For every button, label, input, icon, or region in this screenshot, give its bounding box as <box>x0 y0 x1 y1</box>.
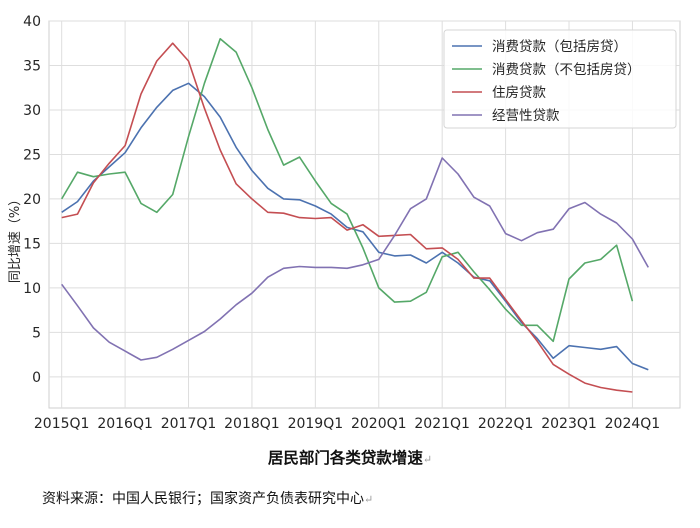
legend-label-1: 消费贷款（不包括房贷） <box>492 62 641 78</box>
y-tick-label: 15 <box>23 236 41 252</box>
x-tick-label: 2022Q1 <box>478 416 534 432</box>
x-tick-label: 2015Q1 <box>34 416 90 432</box>
x-tick-label: 2020Q1 <box>351 416 407 432</box>
y-tick-label: 30 <box>23 103 41 119</box>
series-lines <box>61 37 649 393</box>
x-tick-label: 2016Q1 <box>97 416 153 432</box>
x-tick-label: 2024Q1 <box>605 416 661 432</box>
paragraph-mark-source: ↵ <box>364 493 374 506</box>
series-line-2 <box>61 42 633 393</box>
y-axis-label: 同比增速（%） <box>8 193 23 283</box>
x-tick-label: 2018Q1 <box>224 416 280 432</box>
legend-box <box>443 29 677 129</box>
line-chart: 0 5 10 15 20 25 30 35 40 2015Q1 2016Q1 2017Q1 2018Q… <box>8 14 681 432</box>
x-tick-label: 2023Q1 <box>541 416 597 432</box>
legend-label-2: 住房贷款 <box>492 85 546 101</box>
x-axis-ticks: 2015Q1 2016Q1 2017Q1 2018Q1 2019Q1 2020Q1 2021… <box>34 416 660 432</box>
series-line-3 <box>61 157 649 361</box>
y-axis-ticks: 0 5 10 15 20 25 30 35 40 <box>23 14 41 386</box>
y-tick-label: 20 <box>23 192 41 208</box>
y-tick-label: 0 <box>32 370 41 386</box>
series-line-1 <box>61 37 634 343</box>
paragraph-mark: ↵ <box>422 453 433 466</box>
legend-label-0: 消费贷款（包括房贷） <box>492 39 627 55</box>
y-tick-label: 25 <box>23 147 41 163</box>
y-tick-label: 40 <box>23 14 41 30</box>
x-tick-label: 2021Q1 <box>414 416 470 432</box>
y-tick-label: 10 <box>23 281 41 297</box>
legend-label-3: 经营性贷款 <box>492 108 560 124</box>
figure-caption: 居民部门各类贷款增速↵ <box>0 446 700 468</box>
x-tick-label: 2019Q1 <box>288 416 344 432</box>
x-tick-label: 2017Q1 <box>161 416 217 432</box>
y-tick-label: 5 <box>32 325 41 341</box>
caption-text: 居民部门各类贷款增速 <box>267 448 423 467</box>
source-note: 资料来源：中国人民银行；国家资产负债表研究中心↵ <box>42 488 373 508</box>
y-tick-label: 35 <box>23 58 41 74</box>
source-text: 资料来源：中国人民银行；国家资产负债表研究中心 <box>42 491 364 507</box>
